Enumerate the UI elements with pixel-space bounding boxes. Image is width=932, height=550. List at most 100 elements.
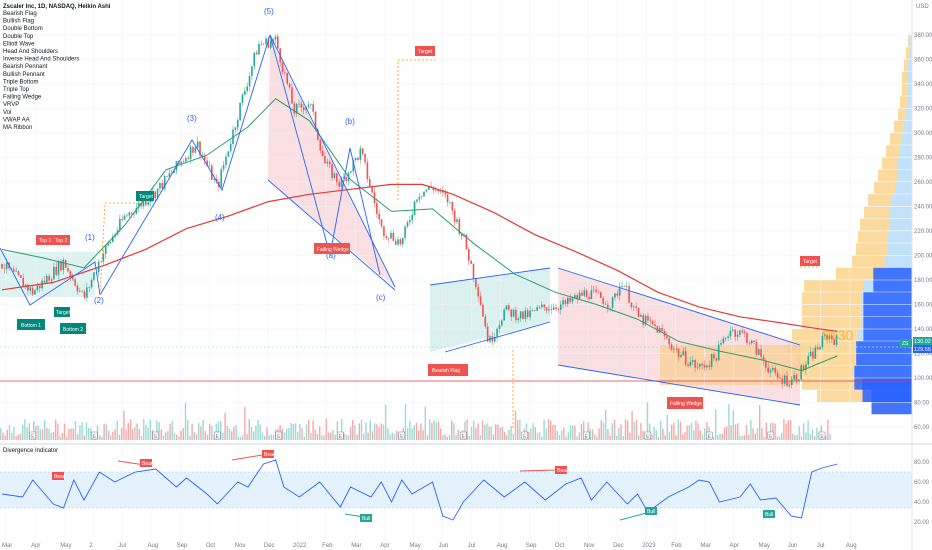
candle-body bbox=[668, 338, 670, 345]
volume-bar bbox=[363, 433, 365, 440]
volume-bar bbox=[118, 434, 121, 440]
profile-bar-volume bbox=[907, 84, 912, 96]
wedge-lower-line bbox=[267, 179, 396, 291]
candle-body bbox=[401, 237, 404, 245]
bear-tag-2-text: Bear bbox=[142, 461, 153, 467]
volume-bar bbox=[283, 432, 286, 440]
candle-body bbox=[354, 157, 357, 160]
y-tick-label: 100.00 bbox=[914, 376, 932, 382]
volume-bar bbox=[660, 420, 662, 440]
candle-body bbox=[729, 330, 732, 337]
candle-body bbox=[536, 307, 538, 311]
earnings-marker bbox=[152, 431, 159, 440]
volume-bar bbox=[145, 424, 147, 440]
candle-body bbox=[295, 104, 298, 114]
volume-bar bbox=[613, 419, 616, 440]
volume-bar bbox=[242, 435, 244, 440]
x-tick-label: Dec bbox=[264, 543, 275, 549]
candle-body bbox=[727, 336, 729, 339]
candle-body bbox=[119, 218, 121, 231]
volume-bar bbox=[798, 426, 800, 440]
volume-bar bbox=[77, 434, 79, 440]
bearish-flag-zone bbox=[430, 268, 550, 352]
profile-bar-value bbox=[864, 206, 890, 219]
candle-body bbox=[477, 286, 480, 297]
candle-body bbox=[67, 267, 69, 272]
volume-bar bbox=[574, 425, 576, 440]
volume-bar bbox=[682, 434, 684, 440]
candle-body bbox=[213, 178, 215, 180]
volume-bar bbox=[638, 435, 640, 440]
volume-bar bbox=[717, 435, 719, 440]
candle-body bbox=[654, 324, 656, 326]
volume-bar bbox=[620, 424, 622, 440]
bear-tag-1 bbox=[52, 472, 64, 480]
candle-body bbox=[510, 309, 513, 317]
candle-body bbox=[783, 375, 786, 384]
candle-body bbox=[192, 146, 194, 153]
candle-body bbox=[788, 384, 791, 386]
candle-body bbox=[352, 159, 355, 172]
candle-body bbox=[406, 222, 409, 227]
candle-body bbox=[816, 347, 819, 350]
candle-body bbox=[524, 310, 527, 319]
legend-item: Double Bottom bbox=[3, 26, 43, 32]
candle-body bbox=[269, 41, 272, 48]
profile-bar-value bbox=[886, 145, 900, 157]
volume-bar bbox=[266, 427, 268, 440]
candle-body bbox=[335, 173, 338, 182]
candle-body bbox=[36, 285, 39, 291]
volume-bar bbox=[655, 430, 657, 440]
volume-bar bbox=[633, 421, 635, 440]
x-tick-label: Sep bbox=[526, 543, 537, 549]
candle-body bbox=[552, 307, 555, 310]
candle-body bbox=[90, 279, 93, 288]
candle-body bbox=[74, 279, 76, 286]
candle-body bbox=[437, 189, 439, 192]
volume-bar bbox=[776, 436, 778, 440]
candle-body bbox=[154, 191, 157, 199]
volume-bar bbox=[528, 431, 530, 440]
target-projections bbox=[99, 59, 820, 430]
candle-body bbox=[557, 309, 560, 310]
volume-bar bbox=[640, 423, 642, 440]
volume-bar bbox=[103, 423, 105, 440]
candle-body bbox=[472, 263, 475, 279]
candle-body bbox=[203, 155, 206, 161]
y-tick-label: 160.00 bbox=[914, 303, 932, 309]
candle-body bbox=[526, 310, 529, 318]
volume-bar bbox=[616, 435, 618, 440]
volume-bar bbox=[774, 423, 776, 440]
volume-bar bbox=[191, 423, 193, 440]
candle-body bbox=[385, 236, 388, 238]
volume-bar bbox=[541, 436, 543, 440]
candle-body bbox=[229, 143, 232, 152]
x-tick-label: May bbox=[759, 543, 770, 549]
bull-tag-3 bbox=[763, 510, 775, 518]
volume-bar bbox=[178, 436, 180, 440]
candle-body bbox=[456, 219, 458, 222]
profile-bar-value bbox=[902, 71, 907, 84]
x-tick-label: Mar bbox=[351, 543, 361, 549]
earnings-marker-text: E bbox=[400, 434, 404, 440]
legend-item: Head And Shoulders bbox=[3, 49, 58, 55]
candle-body bbox=[576, 295, 579, 299]
candle-body bbox=[17, 271, 20, 276]
volume-bar bbox=[345, 434, 347, 440]
volume-bar bbox=[140, 436, 143, 440]
volume-bar bbox=[464, 421, 466, 440]
candle-body bbox=[277, 36, 279, 49]
candle-body bbox=[757, 349, 760, 355]
candle-body bbox=[10, 268, 13, 269]
volume-bar bbox=[611, 423, 613, 440]
volume-bar bbox=[497, 424, 499, 440]
volume-bar bbox=[385, 404, 387, 440]
volume-bar bbox=[690, 423, 693, 440]
profile-bar-volume bbox=[908, 59, 912, 72]
volume-bar bbox=[294, 423, 297, 440]
profile-bar-volume bbox=[888, 231, 912, 243]
x-tick-label: Mar bbox=[2, 543, 12, 549]
volume-bar bbox=[41, 429, 44, 440]
